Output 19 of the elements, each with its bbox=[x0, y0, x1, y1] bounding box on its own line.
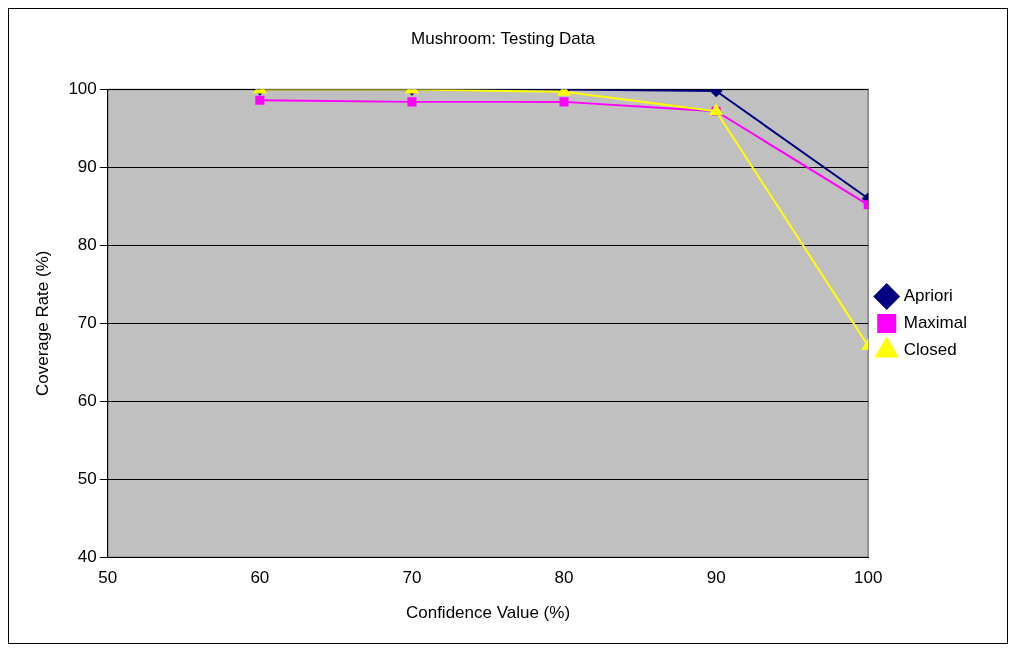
y-tick-label: 50 bbox=[77, 468, 97, 488]
legend-label: Maximal bbox=[903, 313, 968, 333]
x-tick-label: 90 bbox=[706, 568, 726, 588]
x-tick-label: 50 bbox=[98, 568, 118, 588]
x-axis-title: Confidence Value (%) bbox=[405, 603, 571, 623]
legend-label: Apriori bbox=[903, 286, 953, 306]
y-tick-label: 40 bbox=[77, 546, 97, 566]
y-tick-label: 80 bbox=[77, 235, 97, 255]
y-tick-label: 90 bbox=[77, 157, 97, 177]
chart-title: Mushroom: Testing Data bbox=[411, 28, 596, 48]
x-tick-label: 100 bbox=[854, 568, 883, 588]
legend-label: Closed bbox=[903, 340, 957, 360]
y-tick-label: 70 bbox=[77, 312, 97, 332]
x-tick-label: 80 bbox=[554, 568, 574, 588]
y-tick-label: 100 bbox=[68, 79, 97, 99]
x-tick-label: 60 bbox=[250, 568, 270, 588]
y-tick-label: 60 bbox=[77, 390, 97, 410]
y-axis-title: Coverage Rate (%) bbox=[32, 250, 52, 397]
x-tick-label: 70 bbox=[402, 568, 422, 588]
